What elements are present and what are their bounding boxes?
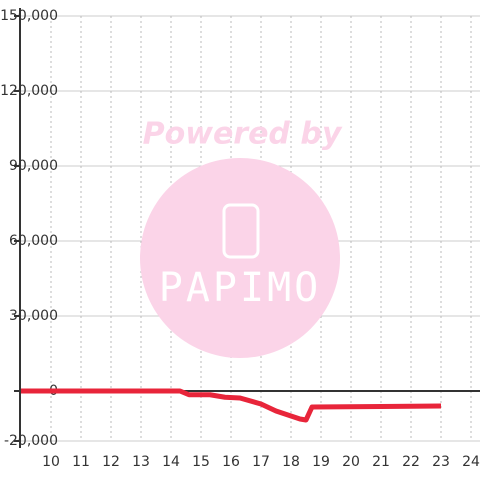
y-tick-label: 150,000 — [0, 8, 58, 24]
x-tick-label: 11 — [72, 454, 90, 470]
y-tick-label: 90,000 — [9, 158, 58, 174]
y-tick-label: 30,000 — [9, 308, 58, 324]
x-tick-label: 22 — [402, 454, 420, 470]
watermark-text: Powered by — [143, 117, 343, 152]
x-tick-label: 21 — [372, 454, 390, 470]
y-tick-label: 120,000 — [0, 83, 58, 99]
x-tick-label: 10 — [42, 454, 60, 470]
x-tick-label: 24 — [462, 454, 480, 470]
x-tick-label: 13 — [132, 454, 150, 470]
y-tick-label: 60,000 — [9, 233, 58, 249]
x-tick-label: 18 — [282, 454, 300, 470]
x-tick-label: 16 — [222, 454, 240, 470]
watermark-icon — [222, 203, 260, 259]
x-tick-label: 15 — [192, 454, 210, 470]
line — [21, 388, 442, 423]
x-tick-label: 14 — [162, 454, 180, 470]
x-tick-label: 19 — [312, 454, 330, 470]
x-tick-label: 20 — [342, 454, 360, 470]
x-tick-label: 23 — [432, 454, 450, 470]
x-tick-label: 17 — [252, 454, 270, 470]
y-tick-label: -20,000 — [4, 433, 58, 449]
x-tick-label: 12 — [102, 454, 120, 470]
watermark-logo: PAPIMO — [159, 265, 322, 311]
watermark: Powered by PAPIMO — [140, 117, 343, 358]
